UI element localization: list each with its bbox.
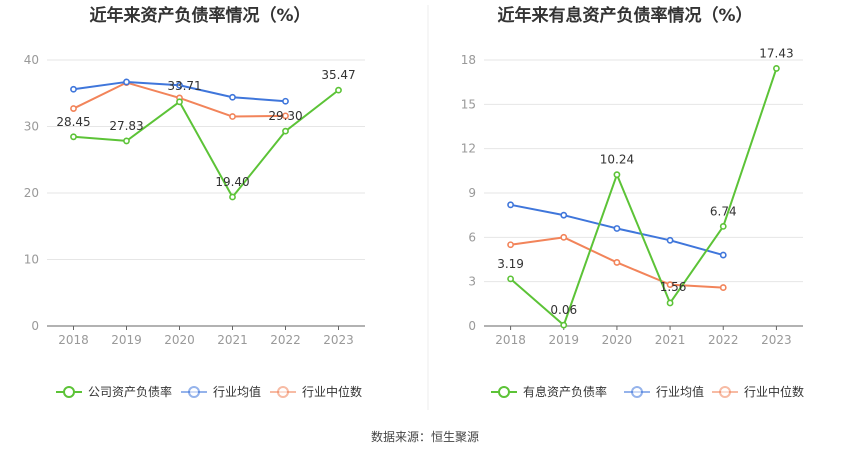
legend-label: 行业均值: [213, 384, 261, 399]
y-tick-label: 6: [468, 230, 476, 244]
data-label: 27.83: [109, 119, 143, 133]
x-tick-label: 2022: [270, 333, 301, 347]
data-point: [70, 133, 77, 141]
legend-label: 行业均值: [656, 384, 704, 399]
y-tick-label: 10: [24, 253, 39, 267]
data-point: [719, 222, 727, 230]
y-tick-label: 15: [461, 97, 476, 111]
data-point: [613, 171, 621, 179]
data-point: [123, 137, 130, 145]
y-tick-label: 0: [31, 319, 39, 333]
data-label: 28.45: [56, 115, 90, 129]
data-point: [666, 299, 674, 307]
data-point: [282, 97, 289, 105]
y-tick-label: 0: [468, 319, 476, 333]
x-tick-label: 2021: [655, 333, 686, 347]
legend-marker: [498, 386, 510, 398]
x-tick-label: 2022: [708, 333, 739, 347]
data-label: 3.19: [497, 257, 524, 271]
legend-label: 行业中位数: [302, 384, 362, 399]
data-point: [773, 65, 780, 72]
data-label: 19.40: [215, 175, 249, 189]
data-point: [666, 281, 674, 289]
interest-bearing-debt-ratio-chart: 近年来有息资产负债率情况（%） 0 3 6 9 12 15 18 2018 2019 2020 202…: [461, 5, 804, 399]
data-point: [719, 284, 727, 291]
legend-item[interactable]: 行业均值: [624, 384, 704, 399]
data-point: [613, 225, 621, 232]
legend-label: 公司资产负债率: [88, 384, 172, 399]
y-tick-label: 18: [461, 53, 476, 67]
data-label: 17.43: [759, 46, 793, 60]
data-label: 33.71: [167, 79, 201, 93]
legend-marker: [719, 386, 731, 398]
interest-debt-ratio-title: 近年来有息资产负债率情况（%）: [497, 5, 752, 26]
debt-ratio-title: 近年来资产负债率情况（%）: [89, 5, 310, 26]
legend-marker: [277, 386, 289, 398]
data-point: [560, 321, 568, 329]
data-point: [70, 105, 77, 112]
data-point: [229, 193, 236, 201]
legend-item[interactable]: 行业均值: [181, 384, 261, 399]
data-point: [507, 201, 514, 209]
data-point: [666, 236, 674, 244]
x-tick-label: 2018: [495, 333, 526, 347]
legend-item[interactable]: 行业中位数: [712, 384, 804, 399]
source-note: 数据来源：恒生聚源: [371, 429, 479, 444]
legend-marker: [631, 386, 643, 398]
x-tick-label: 2023: [761, 333, 792, 347]
y-tick-label: 40: [24, 53, 39, 67]
legend-item[interactable]: 有息资产负债率: [491, 384, 607, 399]
data-point: [560, 233, 568, 241]
debt-ratio-chart: 近年来资产负债率情况（%） 0 10 20 30 40 2018 2019 2020 2021 20…: [24, 5, 365, 399]
legend-label: 有息资产负债率: [523, 384, 607, 399]
legend-label: 行业中位数: [744, 384, 804, 399]
data-point: [507, 275, 514, 283]
y-tick-label: 9: [468, 186, 476, 200]
data-label: 6.74: [710, 204, 737, 218]
x-tick-label: 2019: [548, 333, 579, 347]
y-tick-label: 20: [24, 186, 39, 200]
data-label: 29.30: [268, 109, 302, 123]
data-point: [335, 86, 342, 94]
x-tick-label: 2020: [164, 333, 195, 347]
data-point: [229, 93, 236, 101]
data-label: 1.56: [660, 280, 687, 294]
data-label: 0.06: [550, 303, 577, 317]
x-tick-label: 2018: [58, 333, 89, 347]
data-point: [282, 127, 289, 135]
data-point: [282, 112, 289, 120]
data-point: [719, 251, 727, 259]
legend-marker: [63, 386, 75, 398]
legend-item[interactable]: 行业中位数: [270, 384, 362, 399]
data-point: [70, 85, 77, 93]
data-point: [176, 81, 183, 89]
data-point: [613, 259, 621, 266]
x-tick-label: 2019: [111, 333, 142, 347]
data-point: [229, 113, 236, 120]
x-tick-label: 2021: [217, 333, 248, 347]
series-line-0: [509, 68, 778, 327]
x-tick-label: 2023: [323, 333, 354, 347]
data-point: [176, 98, 183, 106]
data-label: 35.47: [321, 68, 355, 82]
legend-marker: [188, 386, 200, 398]
series-line-0: [73, 89, 340, 198]
data-point: [560, 211, 568, 219]
y-tick-label: 12: [461, 142, 476, 156]
data-point: [507, 241, 514, 249]
data-label: 10.24: [600, 153, 634, 167]
legend-item[interactable]: 公司资产负债率: [56, 384, 172, 399]
y-tick-label: 3: [468, 275, 476, 289]
data-point: [123, 78, 130, 86]
x-tick-label: 2020: [602, 333, 633, 347]
y-tick-label: 30: [24, 120, 39, 134]
